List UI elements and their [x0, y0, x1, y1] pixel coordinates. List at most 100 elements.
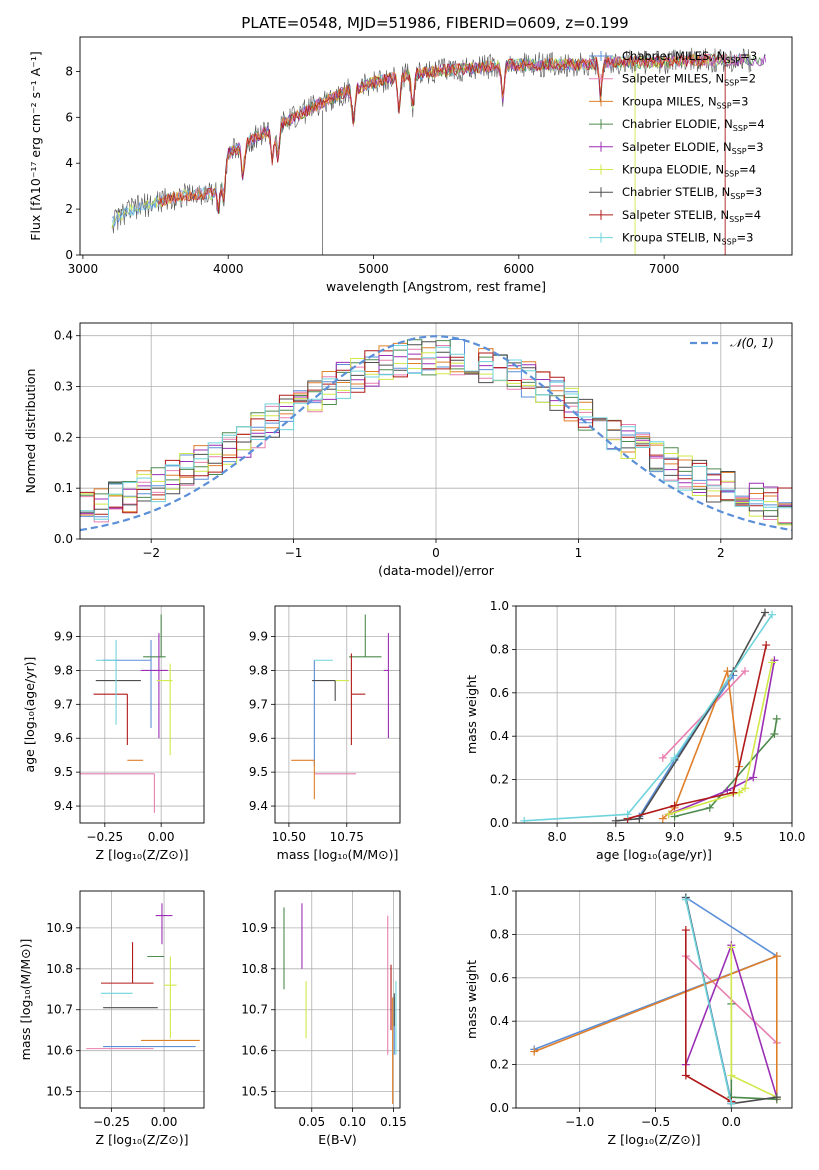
plot-area [111, 47, 767, 255]
x-tick-label: −1.0 [565, 1115, 594, 1129]
weight-point [727, 1071, 736, 1080]
y-tick-label: 0.2 [490, 773, 509, 787]
y-tick-label: 0.4 [490, 1014, 509, 1028]
weight-point [749, 773, 758, 782]
plot-area [516, 606, 792, 823]
weight-point [670, 753, 679, 762]
panel-spectrum: 3000 4000 5000 6000 7000 0 2 4 6 8 wavelength [Ang… [28, 36, 793, 294]
y-tick-label: 9.6 [249, 731, 268, 745]
errorbar-salpeter-stelib [350, 653, 366, 746]
legend-series-name: Kroupa ELODIE, N [622, 163, 724, 177]
legend-nssp: =3 [747, 140, 764, 154]
legend-subscript: SSP [717, 101, 732, 110]
x-tick-label: 9.0 [665, 830, 684, 844]
x-tick-label: 1 [575, 546, 583, 560]
spectrum-line-kroupa-miles [158, 52, 709, 208]
y-tick-label: 9.4 [54, 799, 73, 813]
x-axis-label: mass [log₁₀(M/M⊙)] [277, 847, 399, 862]
errorbar-chabrier-elodie [143, 614, 166, 658]
legend-item: Kroupa MILES, NSSP=3 [589, 94, 748, 110]
y-tick-label: 2 [65, 202, 73, 216]
legend-item: Chabrier ELODIE, NSSP=4 [589, 117, 765, 133]
x-tick-label: 0.15 [380, 1115, 407, 1129]
weight-series-kroupa-stelib [520, 610, 777, 823]
legend-series-name: Salpeter MILES, N [622, 72, 724, 86]
x-tick-label: 0 [432, 546, 440, 560]
x-tick-label: −2 [142, 546, 160, 560]
legend-subscript: SSP [732, 147, 747, 156]
legend-series-name: Chabrier STELIB, N [622, 185, 730, 199]
weight-point [705, 803, 714, 812]
x-tick-label: 0.0 [722, 1115, 741, 1129]
weight-point [664, 810, 673, 819]
weight-line [685, 899, 733, 1104]
panel-residuals: −2 −1 0 1 2 0.0 0.1 0.2 0.3 0.4 (data-model)/error… [23, 322, 793, 578]
x-tick-label: 0.10 [339, 1115, 366, 1129]
legend-series-name: Kroupa STELIB, N [622, 231, 722, 245]
x-tick-label: −0.25 [86, 830, 123, 844]
legend-nssp: =3 [740, 49, 757, 63]
errorbar-kroupa-miles [291, 759, 315, 800]
weight-point [670, 812, 679, 821]
histogram-kroupa-stelib [80, 345, 792, 520]
y-tick-label: 9.7 [249, 697, 268, 711]
legend-subscript: SSP [724, 170, 739, 179]
legend: 𝒩(0, 1) [690, 336, 774, 350]
y-tick-label: 10.9 [241, 921, 268, 935]
weight-point [741, 784, 750, 793]
legend-series-name: Chabrier ELODIE, N [622, 117, 733, 131]
x-tick-label: 0.05 [298, 1115, 325, 1129]
x-tick-label: −0.25 [93, 1115, 130, 1129]
y-tick-label: 0.8 [490, 927, 509, 941]
legend-subscript: SSP [729, 215, 744, 224]
axes-frame [79, 36, 793, 256]
y-axis-label: Normed distribution [23, 369, 38, 494]
x-tick-label: 10.0 [779, 830, 806, 844]
y-tick-label: 6 [65, 110, 73, 124]
legend-item: Kroupa ELODIE, NSSP=4 [589, 163, 756, 179]
y-tick-label: 0.0 [490, 816, 509, 830]
x-tick-label: 10.75 [330, 830, 364, 844]
errorbar-chabrier-miles [102, 639, 152, 729]
histogram-salpeter-stelib [80, 350, 792, 515]
weight-line [730, 1003, 777, 1101]
errorbar-chabrier-elodie [349, 614, 382, 658]
y-axis-label: mass weight [464, 675, 479, 754]
legend-series-name: Salpeter STELIB, N [622, 208, 729, 222]
y-tick-label: 10.5 [241, 1085, 268, 1099]
x-tick-label: 3000 [68, 262, 99, 276]
weight-point [658, 753, 667, 762]
weight-point [772, 1093, 781, 1102]
x-axis-label: (data-model)/error [378, 563, 495, 578]
errorbar-kroupa-elodie [156, 663, 173, 756]
legend-label: Salpeter STELIB, NSSP=4 [622, 208, 761, 224]
y-tick-label: 10.6 [46, 1044, 73, 1058]
weight-series-chabrier-elodie [727, 999, 781, 1104]
y-tick-label: 9.9 [54, 630, 73, 644]
weight-point [772, 952, 781, 961]
weight-point [770, 730, 779, 739]
weight-point [760, 608, 769, 617]
legend-label: Kroupa ELODIE, NSSP=4 [622, 163, 756, 179]
normal-reference-curve [80, 335, 792, 532]
weight-line [668, 660, 776, 816]
y-tick-label: 0.6 [490, 686, 509, 700]
plot-area [275, 891, 400, 1108]
errorbar-kroupa-stelib [95, 639, 117, 725]
y-tick-label: 10.8 [46, 962, 73, 976]
legend-subscript: SSP [733, 124, 748, 133]
y-axis-label: mass weight [464, 960, 479, 1039]
errorbar-salpeter-elodie [383, 633, 389, 739]
panel-Z_age: −0.25 0.00 9.4 9.5 9.6 9.7 9.8 9.9 Z [log₁₀(Z/Z⊙… [22, 605, 205, 862]
y-tick-label: 10.7 [241, 1003, 268, 1017]
weight-point [727, 1099, 736, 1108]
plot-area [80, 891, 204, 1108]
y-tick-label: 10.8 [241, 962, 268, 976]
legend-item: Salpeter STELIB, NSSP=4 [589, 208, 761, 224]
weight-series-kroupa-stelib [681, 895, 736, 1108]
y-tick-label: 0.3 [54, 380, 73, 394]
legend-subscript: SSP [725, 56, 740, 65]
plot-area [275, 606, 400, 823]
